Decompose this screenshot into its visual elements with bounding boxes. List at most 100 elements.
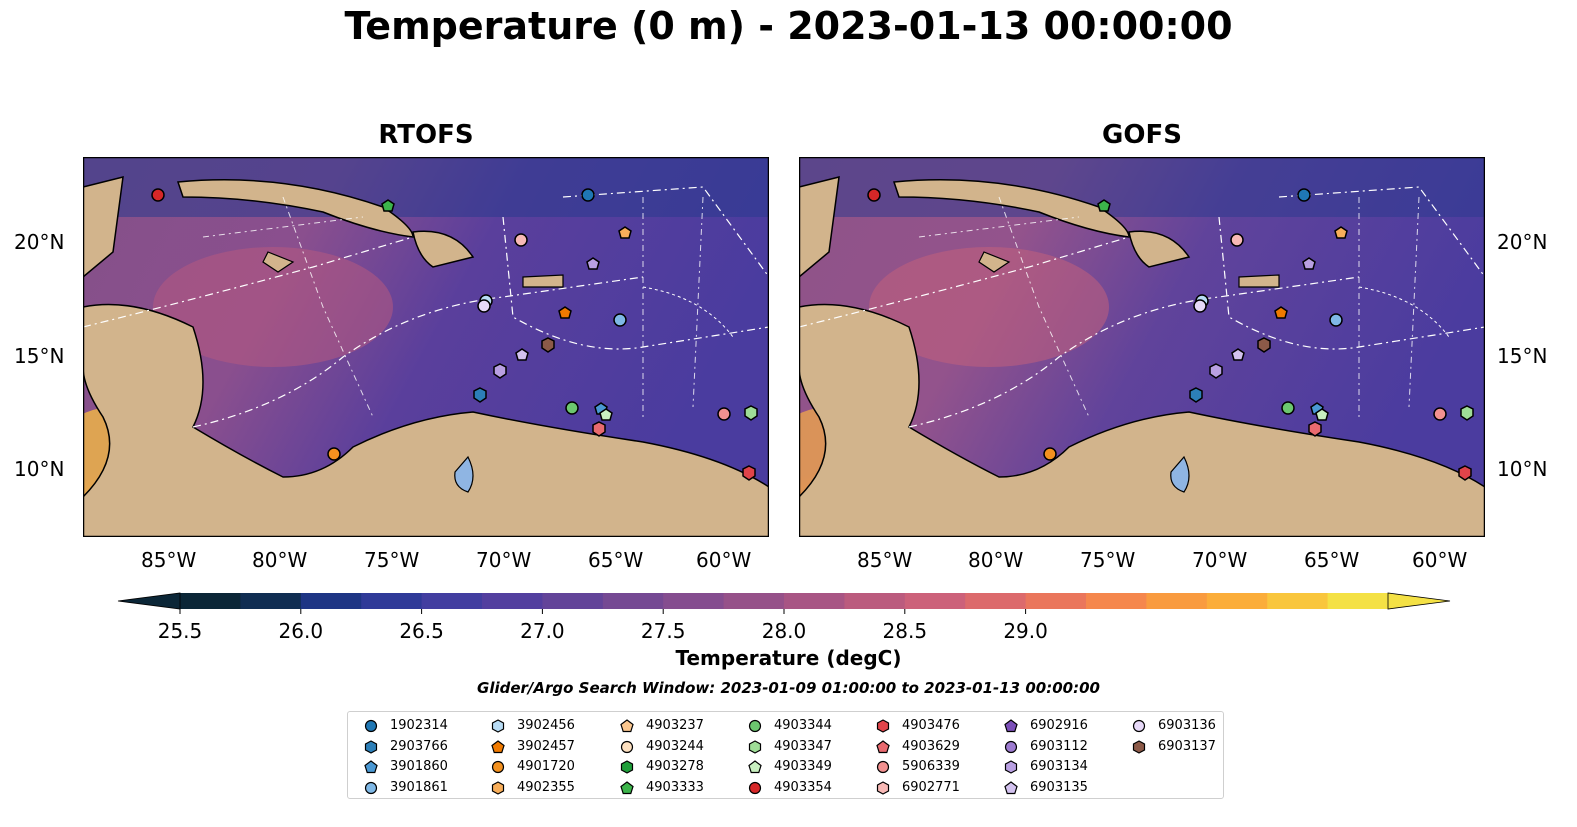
float-marker <box>1274 306 1288 319</box>
legend-label: 6902771 <box>902 779 960 795</box>
float-marker <box>558 306 572 319</box>
colorbar-cell <box>240 593 302 609</box>
panel-title-gofs: GOFS <box>1102 120 1182 150</box>
legend-marker-icon <box>876 760 890 774</box>
legend-label: 4903278 <box>646 759 704 774</box>
float-marker <box>515 348 529 361</box>
colorbar-cell <box>361 593 423 609</box>
colorbar-cell <box>180 593 241 609</box>
legend-label: 6902916 <box>1030 718 1088 733</box>
float-marker <box>1334 226 1348 239</box>
colorbar-cell <box>542 593 604 609</box>
legend-label: 3902457 <box>517 738 575 754</box>
legend-label: 6903135 <box>1030 779 1088 795</box>
legend-label: 6903136 <box>1158 718 1216 733</box>
float-marker <box>586 257 600 270</box>
legend-marker-icon <box>748 739 762 754</box>
float-marker <box>867 188 881 202</box>
lon-label: 75°W <box>1080 548 1136 572</box>
legend-label: 6903112 <box>1030 738 1088 754</box>
legend-marker-icon <box>491 739 505 753</box>
lon-label: 80°W <box>968 548 1024 572</box>
float-marker <box>151 188 165 202</box>
colorbar-tick-label: 28.5 <box>883 619 928 643</box>
lon-label: 70°W <box>1192 548 1248 572</box>
colorbar-cell <box>421 593 483 609</box>
float-marker <box>381 199 395 212</box>
map-gofs[interactable] <box>759 156 1486 547</box>
legend-label: 5906339 <box>902 759 960 774</box>
colorbar-label: Temperature (degC) <box>675 646 902 670</box>
panel-title-rtofs: RTOFS <box>378 120 474 150</box>
legend-marker-icon <box>1132 719 1146 733</box>
legend-label: 4903333 <box>646 779 704 795</box>
floats-gofs <box>867 188 1474 481</box>
colorbar-cell <box>1025 593 1087 609</box>
colorbar-cell <box>482 593 543 609</box>
legend-label: 4903344 <box>774 718 832 733</box>
legend-label: 4903476 <box>902 718 960 733</box>
legend-label: 6903137 <box>1158 738 1216 754</box>
colorbar-cell <box>1206 593 1268 609</box>
colorbar-tick-label: 26.0 <box>279 619 324 643</box>
legend-label: 4903244 <box>646 738 704 754</box>
legend-label: 4901720 <box>517 759 575 774</box>
legend-marker-icon <box>364 739 378 754</box>
legend-marker-icon <box>748 781 762 794</box>
legend-marker-icon <box>364 719 378 733</box>
legend-marker-icon <box>491 760 505 774</box>
float-marker <box>541 337 555 353</box>
float-marker <box>1231 348 1245 361</box>
legend-label: 4902355 <box>517 779 575 795</box>
float-marker <box>1315 408 1329 421</box>
lat-label: 20°N <box>14 230 65 254</box>
legend-marker-icon <box>620 760 634 774</box>
legend-marker-icon <box>876 739 890 753</box>
lon-label: 75°W <box>364 548 420 572</box>
float-marker <box>1230 233 1244 247</box>
colorbar-cell <box>784 593 845 609</box>
colorbar-cell <box>1086 593 1147 609</box>
colorbar-cell <box>844 593 906 609</box>
map-rtofs[interactable] <box>43 156 770 547</box>
float-marker <box>1302 257 1316 270</box>
legend-label: 3902456 <box>517 718 575 733</box>
float-marker <box>618 226 632 239</box>
float-marker <box>1308 421 1322 437</box>
legend-marker-icon <box>620 780 634 794</box>
legend-marker-icon <box>620 740 634 753</box>
legend-marker-icon <box>876 780 890 795</box>
lon-label: 65°W <box>1304 548 1360 572</box>
float-marker <box>1189 387 1203 403</box>
lon-label: 60°W <box>1412 548 1468 572</box>
lon-label: 65°W <box>588 548 644 572</box>
legend-marker-icon <box>1004 719 1018 733</box>
float-marker <box>1257 337 1271 353</box>
float-marker <box>717 407 731 421</box>
legend-marker-icon <box>876 719 890 733</box>
float-marker <box>1329 313 1343 327</box>
lon-label: 70°W <box>476 548 532 572</box>
lat-label: 15°N <box>1497 344 1548 368</box>
legend: 1902314 2903766 3901860 3901861 3902456 39024… <box>347 711 1224 799</box>
legend-label: 1902314 <box>390 718 448 733</box>
figure-title: Temperature (0 m) - 2023-01-13 00:00:00 <box>344 4 1233 48</box>
legend-marker-icon <box>748 719 762 733</box>
colorbar-cell <box>1146 593 1208 609</box>
float-marker <box>1458 465 1472 481</box>
colorbar-tick-label: 28.0 <box>762 619 807 643</box>
float-marker <box>742 465 756 481</box>
float-marker <box>613 313 627 327</box>
colorbar-extend-high <box>1387 592 1451 610</box>
float-marker <box>493 363 507 379</box>
legend-label: 4903349 <box>774 759 832 774</box>
colorbar-extend-low <box>117 592 181 610</box>
float-marker <box>473 387 487 403</box>
colorbar-cell <box>663 593 725 609</box>
legend-marker-icon <box>364 760 378 774</box>
legend-label: 6903134 <box>1030 759 1088 774</box>
lat-label: 10°N <box>1497 457 1548 481</box>
legend-marker-icon <box>1004 780 1018 794</box>
float-marker <box>565 401 579 415</box>
colorbar-tick-label: 27.0 <box>520 619 565 643</box>
